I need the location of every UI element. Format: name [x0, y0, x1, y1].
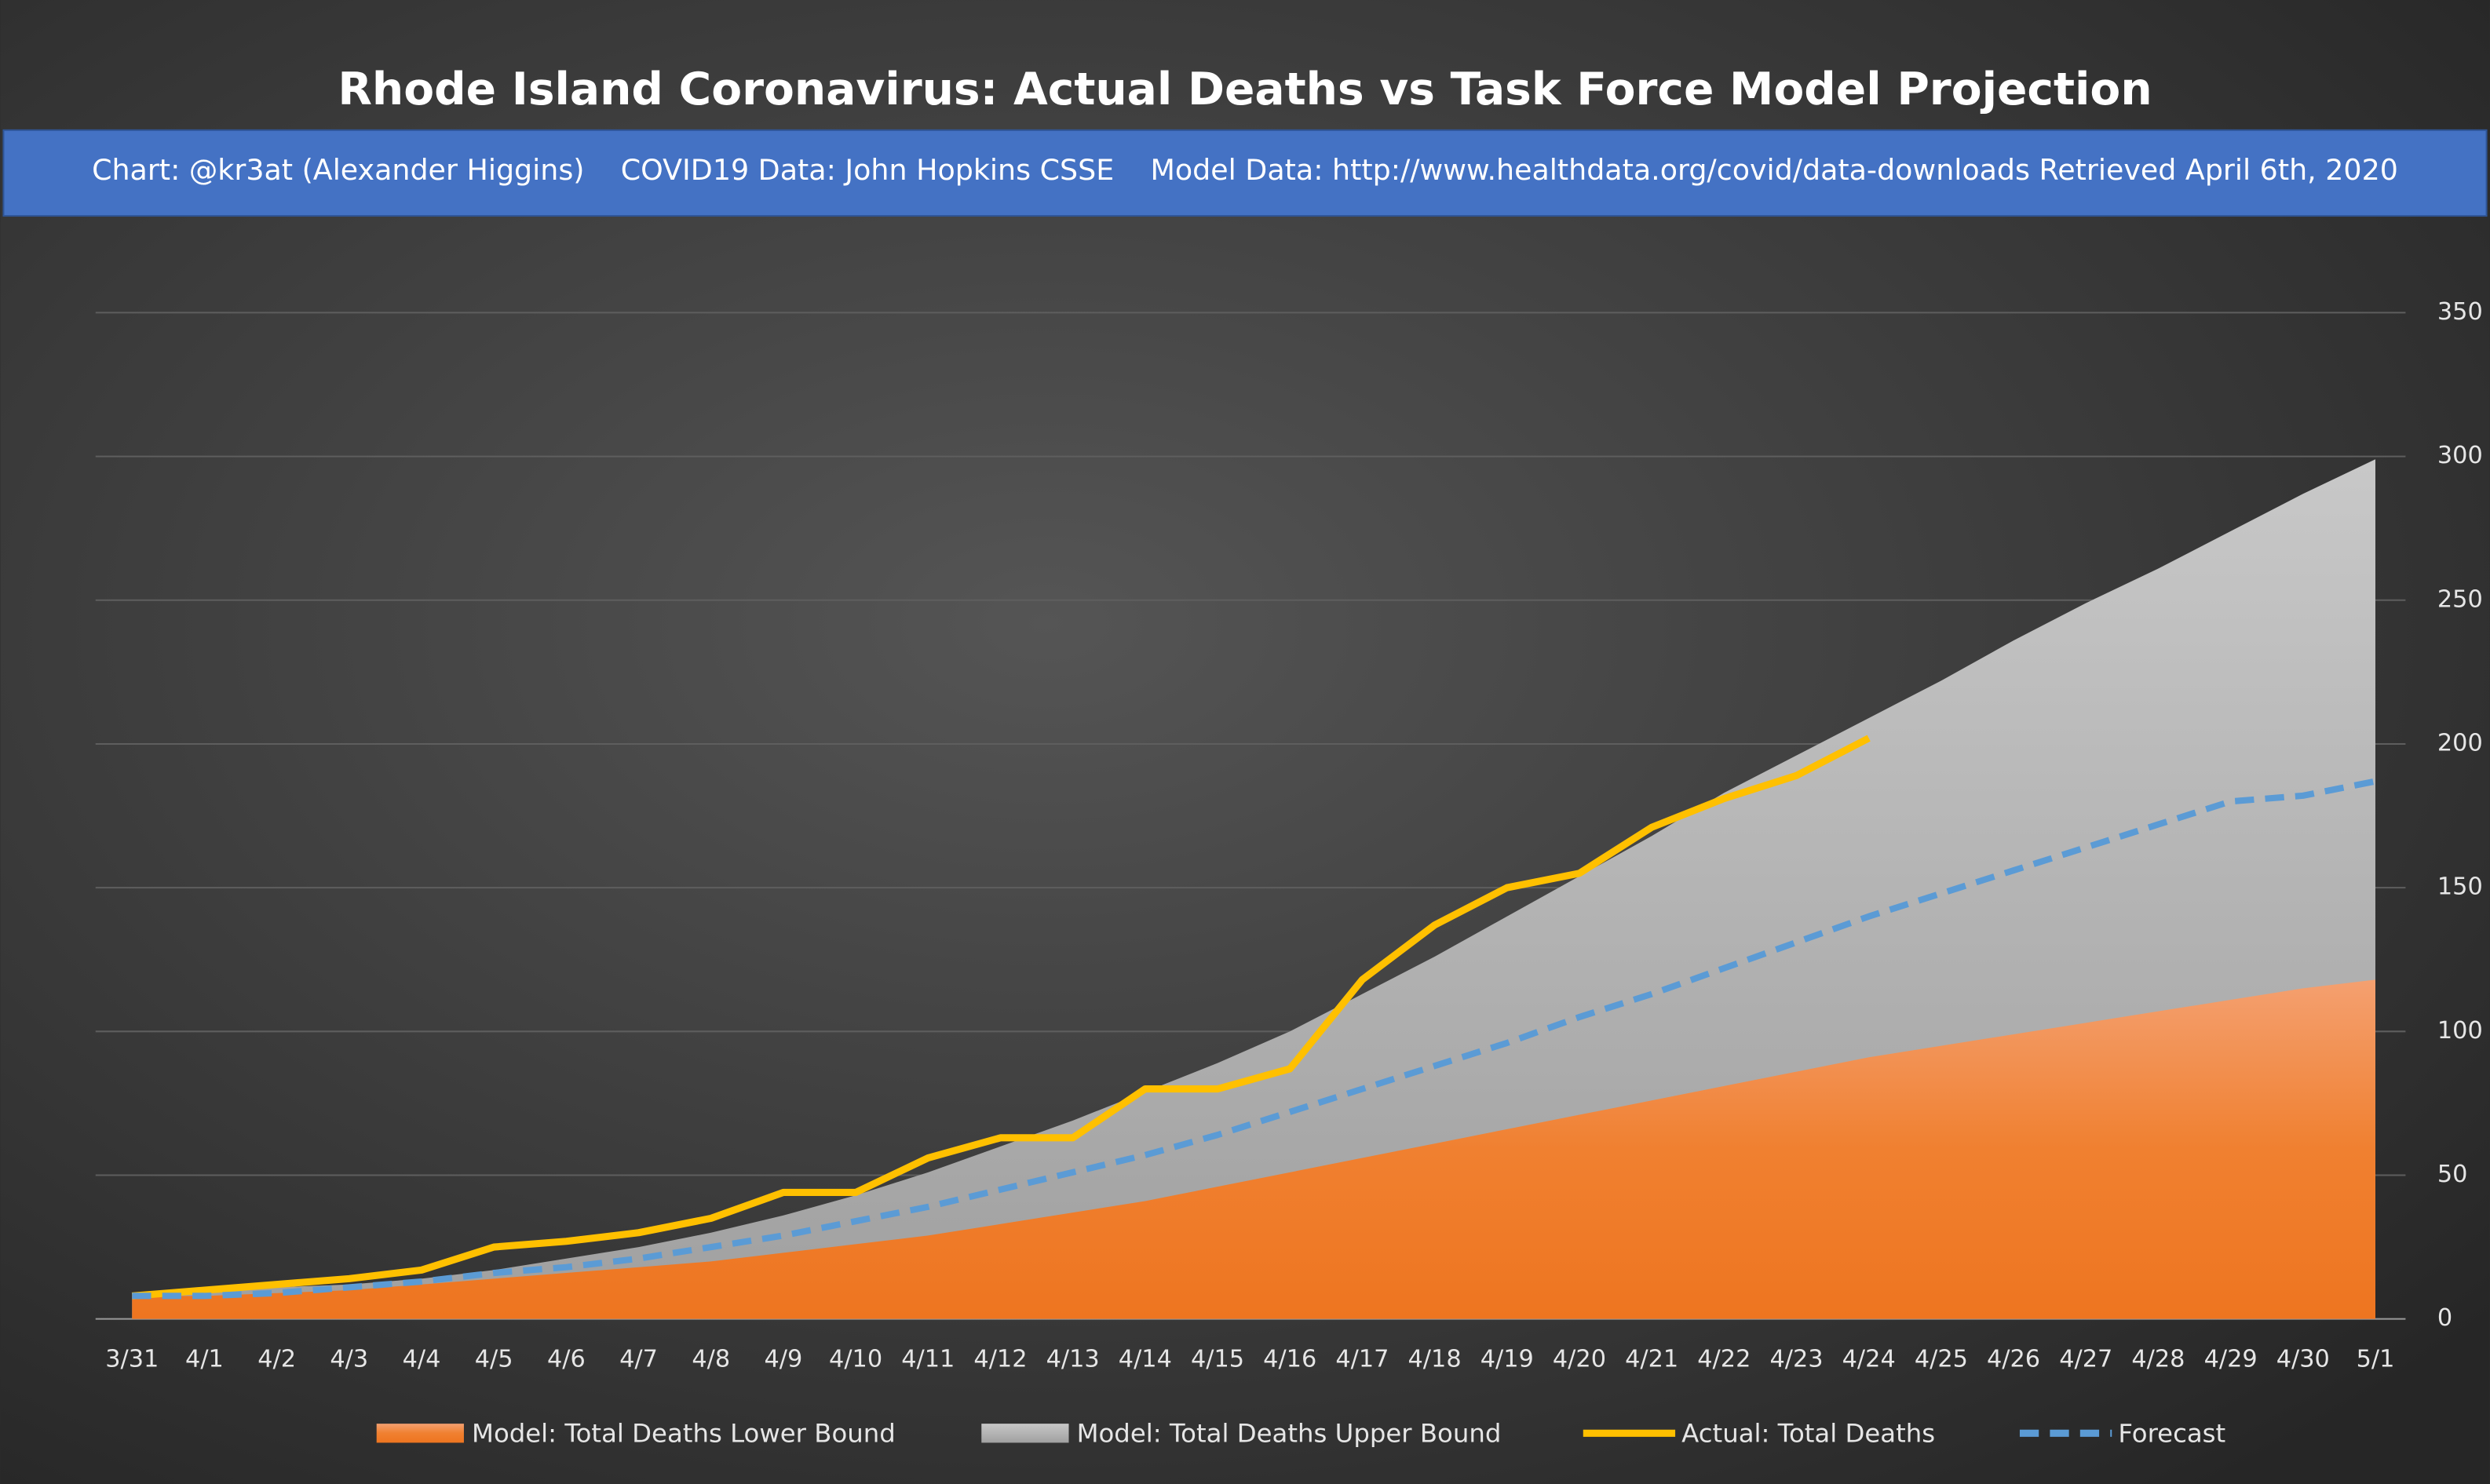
x-tick-label: 4/21	[1625, 1346, 1678, 1373]
x-tick-label: 4/29	[2204, 1346, 2258, 1373]
x-tick-label: 4/5	[475, 1346, 513, 1373]
y-tick-label: 350	[2437, 298, 2483, 326]
x-tick-label: 4/28	[2131, 1346, 2185, 1373]
x-tick-label: 4/1	[185, 1346, 224, 1373]
plot-area: 0 50 100 150 200 250 300 350 3/31 4/1 4/2 4/3 4/4 4/5…	[95, 298, 2483, 1448]
x-tick-label: 4/4	[403, 1346, 441, 1373]
chart-subtitle: Chart: @kr3at (Alexander Higgins) COVID1…	[92, 153, 2398, 187]
y-tick-label: 100	[2437, 1017, 2483, 1045]
legend-label: Model: Total Deaths Lower Bound	[472, 1418, 896, 1448]
y-tick-label: 300	[2437, 442, 2483, 469]
y-tick-label: 250	[2437, 585, 2483, 613]
x-tick-label: 4/18	[1408, 1346, 1462, 1373]
subtitle-banner	[2, 129, 2488, 217]
line	[131, 735, 1871, 1300]
legend-swatch	[981, 1424, 1069, 1443]
x-tick-label: 4/9	[765, 1346, 803, 1373]
legend-swatch	[376, 1424, 464, 1443]
y-tick-label: 150	[2437, 873, 2483, 901]
x-tick-label: 4/24	[1842, 1346, 1896, 1373]
x-tick-label: 4/15	[1191, 1346, 1244, 1373]
x-tick-label: 4/19	[1480, 1346, 1534, 1373]
x-tick-label: 4/16	[1263, 1346, 1316, 1373]
x-tick-label: 4/30	[2276, 1346, 2330, 1373]
legend-label: Model: Total Deaths Upper Bound	[1077, 1418, 1502, 1448]
line	[132, 778, 2376, 1300]
x-tick-label: 4/20	[1553, 1346, 1606, 1373]
y-tick-label: 50	[2437, 1161, 2468, 1188]
x-tick-label: 4/23	[1769, 1346, 1823, 1373]
x-tick-label: 4/11	[901, 1346, 955, 1373]
y-tick-label: 200	[2437, 729, 2483, 757]
chart-title: Rhode Island Coronavirus: Actual Deaths …	[338, 64, 2152, 115]
legend-label: Forecast	[2118, 1418, 2225, 1448]
x-tick-label: 4/8	[692, 1346, 730, 1373]
legend-label: Actual: Total Deaths	[1681, 1418, 1935, 1448]
x-tick-label: 4/14	[1119, 1346, 1172, 1373]
x-tick-label: 4/2	[257, 1346, 296, 1373]
x-tick-label: 4/27	[2059, 1346, 2112, 1373]
x-tick-label: 4/26	[1987, 1346, 2040, 1373]
x-tick-label: 4/25	[1915, 1346, 1968, 1373]
x-tick-label: 4/10	[829, 1346, 882, 1373]
x-tick-label: 3/31	[105, 1346, 159, 1373]
x-tick-label: 4/12	[973, 1346, 1027, 1373]
x-tick-label: 4/6	[547, 1346, 586, 1373]
x-tick-label: 5/1	[2357, 1346, 2395, 1373]
x-tick-label: 4/7	[619, 1346, 658, 1373]
area	[132, 979, 2375, 1319]
y-tick-label: 0	[2437, 1304, 2452, 1332]
x-tick-label: 4/13	[1046, 1346, 1100, 1373]
x-tick-label: 4/22	[1697, 1346, 1751, 1373]
x-tick-label: 4/17	[1335, 1346, 1389, 1373]
x-tick-label: 4/3	[330, 1346, 368, 1373]
